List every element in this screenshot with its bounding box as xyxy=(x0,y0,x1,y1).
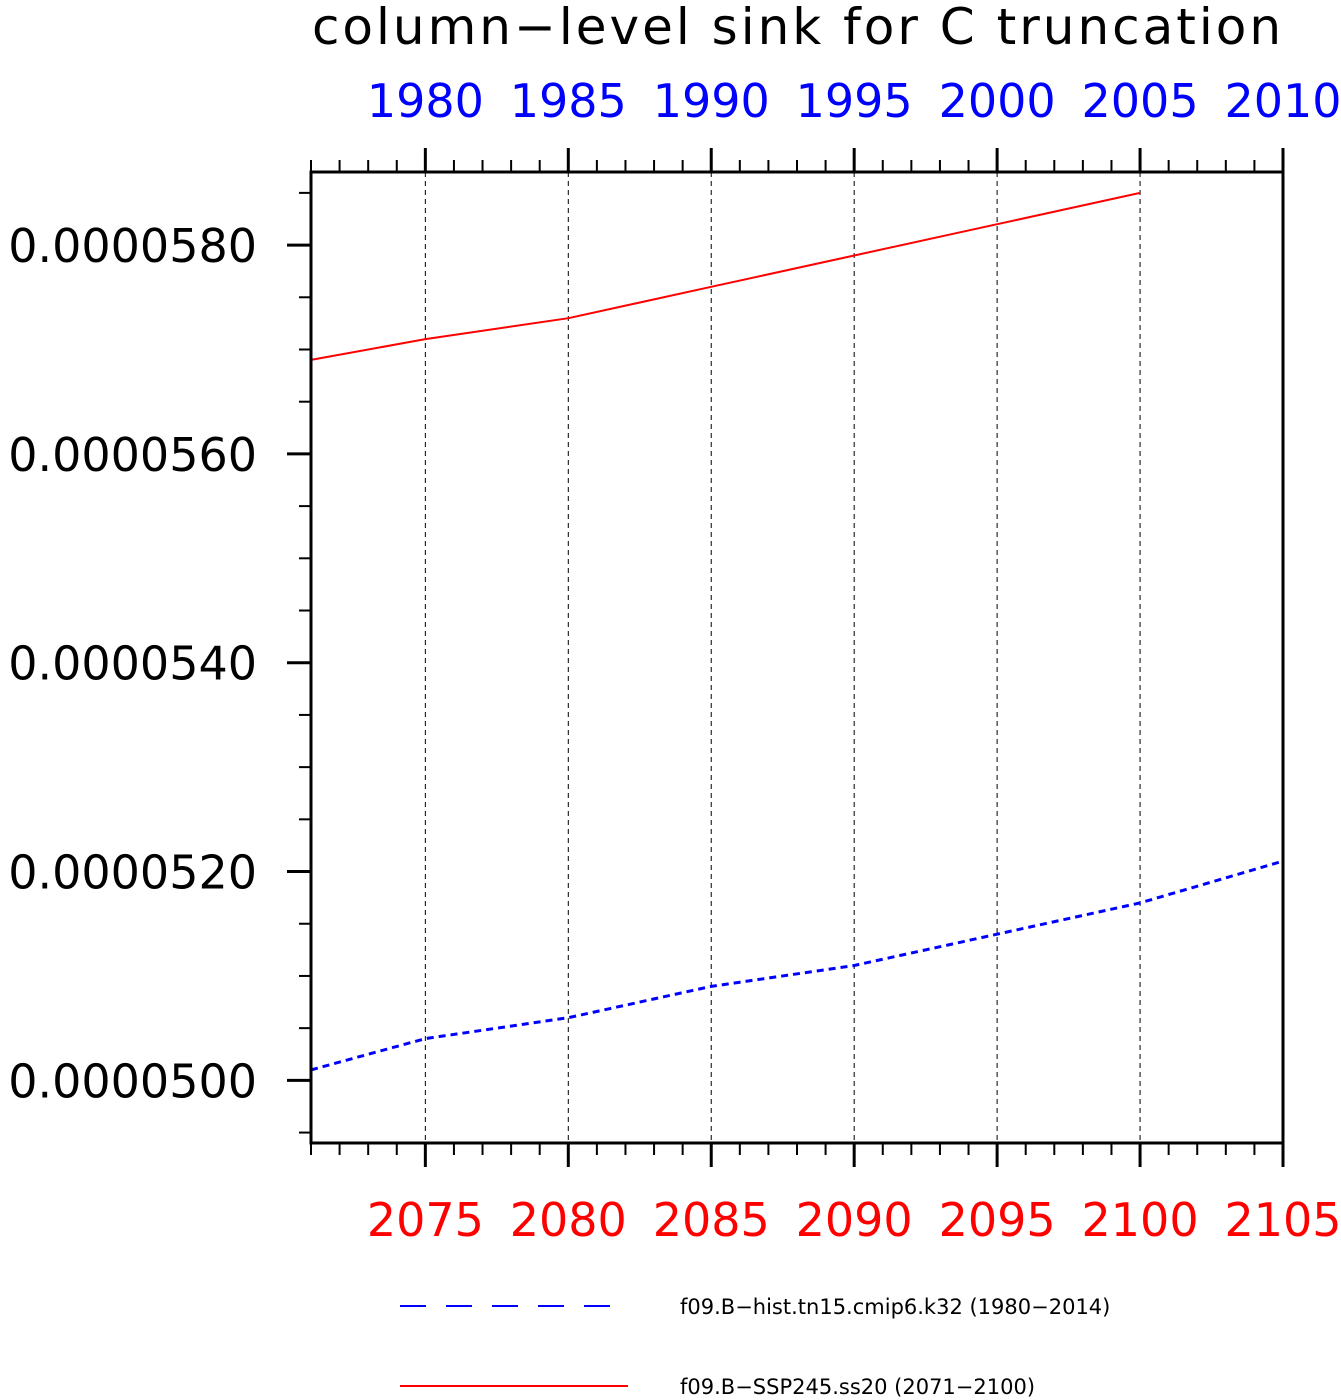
top-tick-label: 1980 xyxy=(367,74,484,128)
series-line xyxy=(310,859,1284,1072)
legend: f09.B−hist.tn15.cmip6.k32 (1980−2014) f09… xyxy=(400,1295,1110,1399)
series-line xyxy=(310,191,1141,361)
bottom-tick-label: 2085 xyxy=(653,1193,770,1247)
y-tick-label: 0.0000580 xyxy=(8,219,257,273)
top-tick-label: 2000 xyxy=(939,74,1056,128)
y-tick-label: 0.0000540 xyxy=(8,637,257,691)
legend-label: f09.B−SSP245.ss20 (2071−2100) xyxy=(680,1375,1035,1399)
y-tick-label: 0.0000560 xyxy=(8,428,257,482)
axis-ticks xyxy=(287,148,1285,1167)
bottom-tick-label: 2095 xyxy=(939,1193,1056,1247)
top-tick-label: 1985 xyxy=(510,74,627,128)
bottom-tick-label: 2075 xyxy=(367,1193,484,1247)
top-tick-label: 2010 xyxy=(1224,74,1341,128)
top-tick-label: 2005 xyxy=(1082,74,1199,128)
top-tick-label: 1995 xyxy=(796,74,913,128)
bottom-tick-label: 2100 xyxy=(1082,1193,1199,1247)
chart-title: column−level sink for C truncation xyxy=(312,0,1284,56)
axis-tick-labels: 1980 1985 1990 1995 2000 2005 2010 2075 2080 2085… xyxy=(8,74,1341,1247)
bottom-tick-label: 2080 xyxy=(510,1193,627,1247)
bottom-tick-label: 2105 xyxy=(1224,1193,1341,1247)
legend-label: f09.B−hist.tn15.cmip6.k32 (1980−2014) xyxy=(680,1295,1110,1319)
y-tick-label: 0.0000500 xyxy=(8,1054,257,1108)
bottom-tick-label: 2090 xyxy=(796,1193,913,1247)
y-tick-label: 0.0000520 xyxy=(8,846,257,900)
plot-frame xyxy=(309,170,1285,1145)
top-tick-label: 1990 xyxy=(653,74,770,128)
grid xyxy=(424,172,1141,1143)
series-layer xyxy=(310,191,1284,1072)
